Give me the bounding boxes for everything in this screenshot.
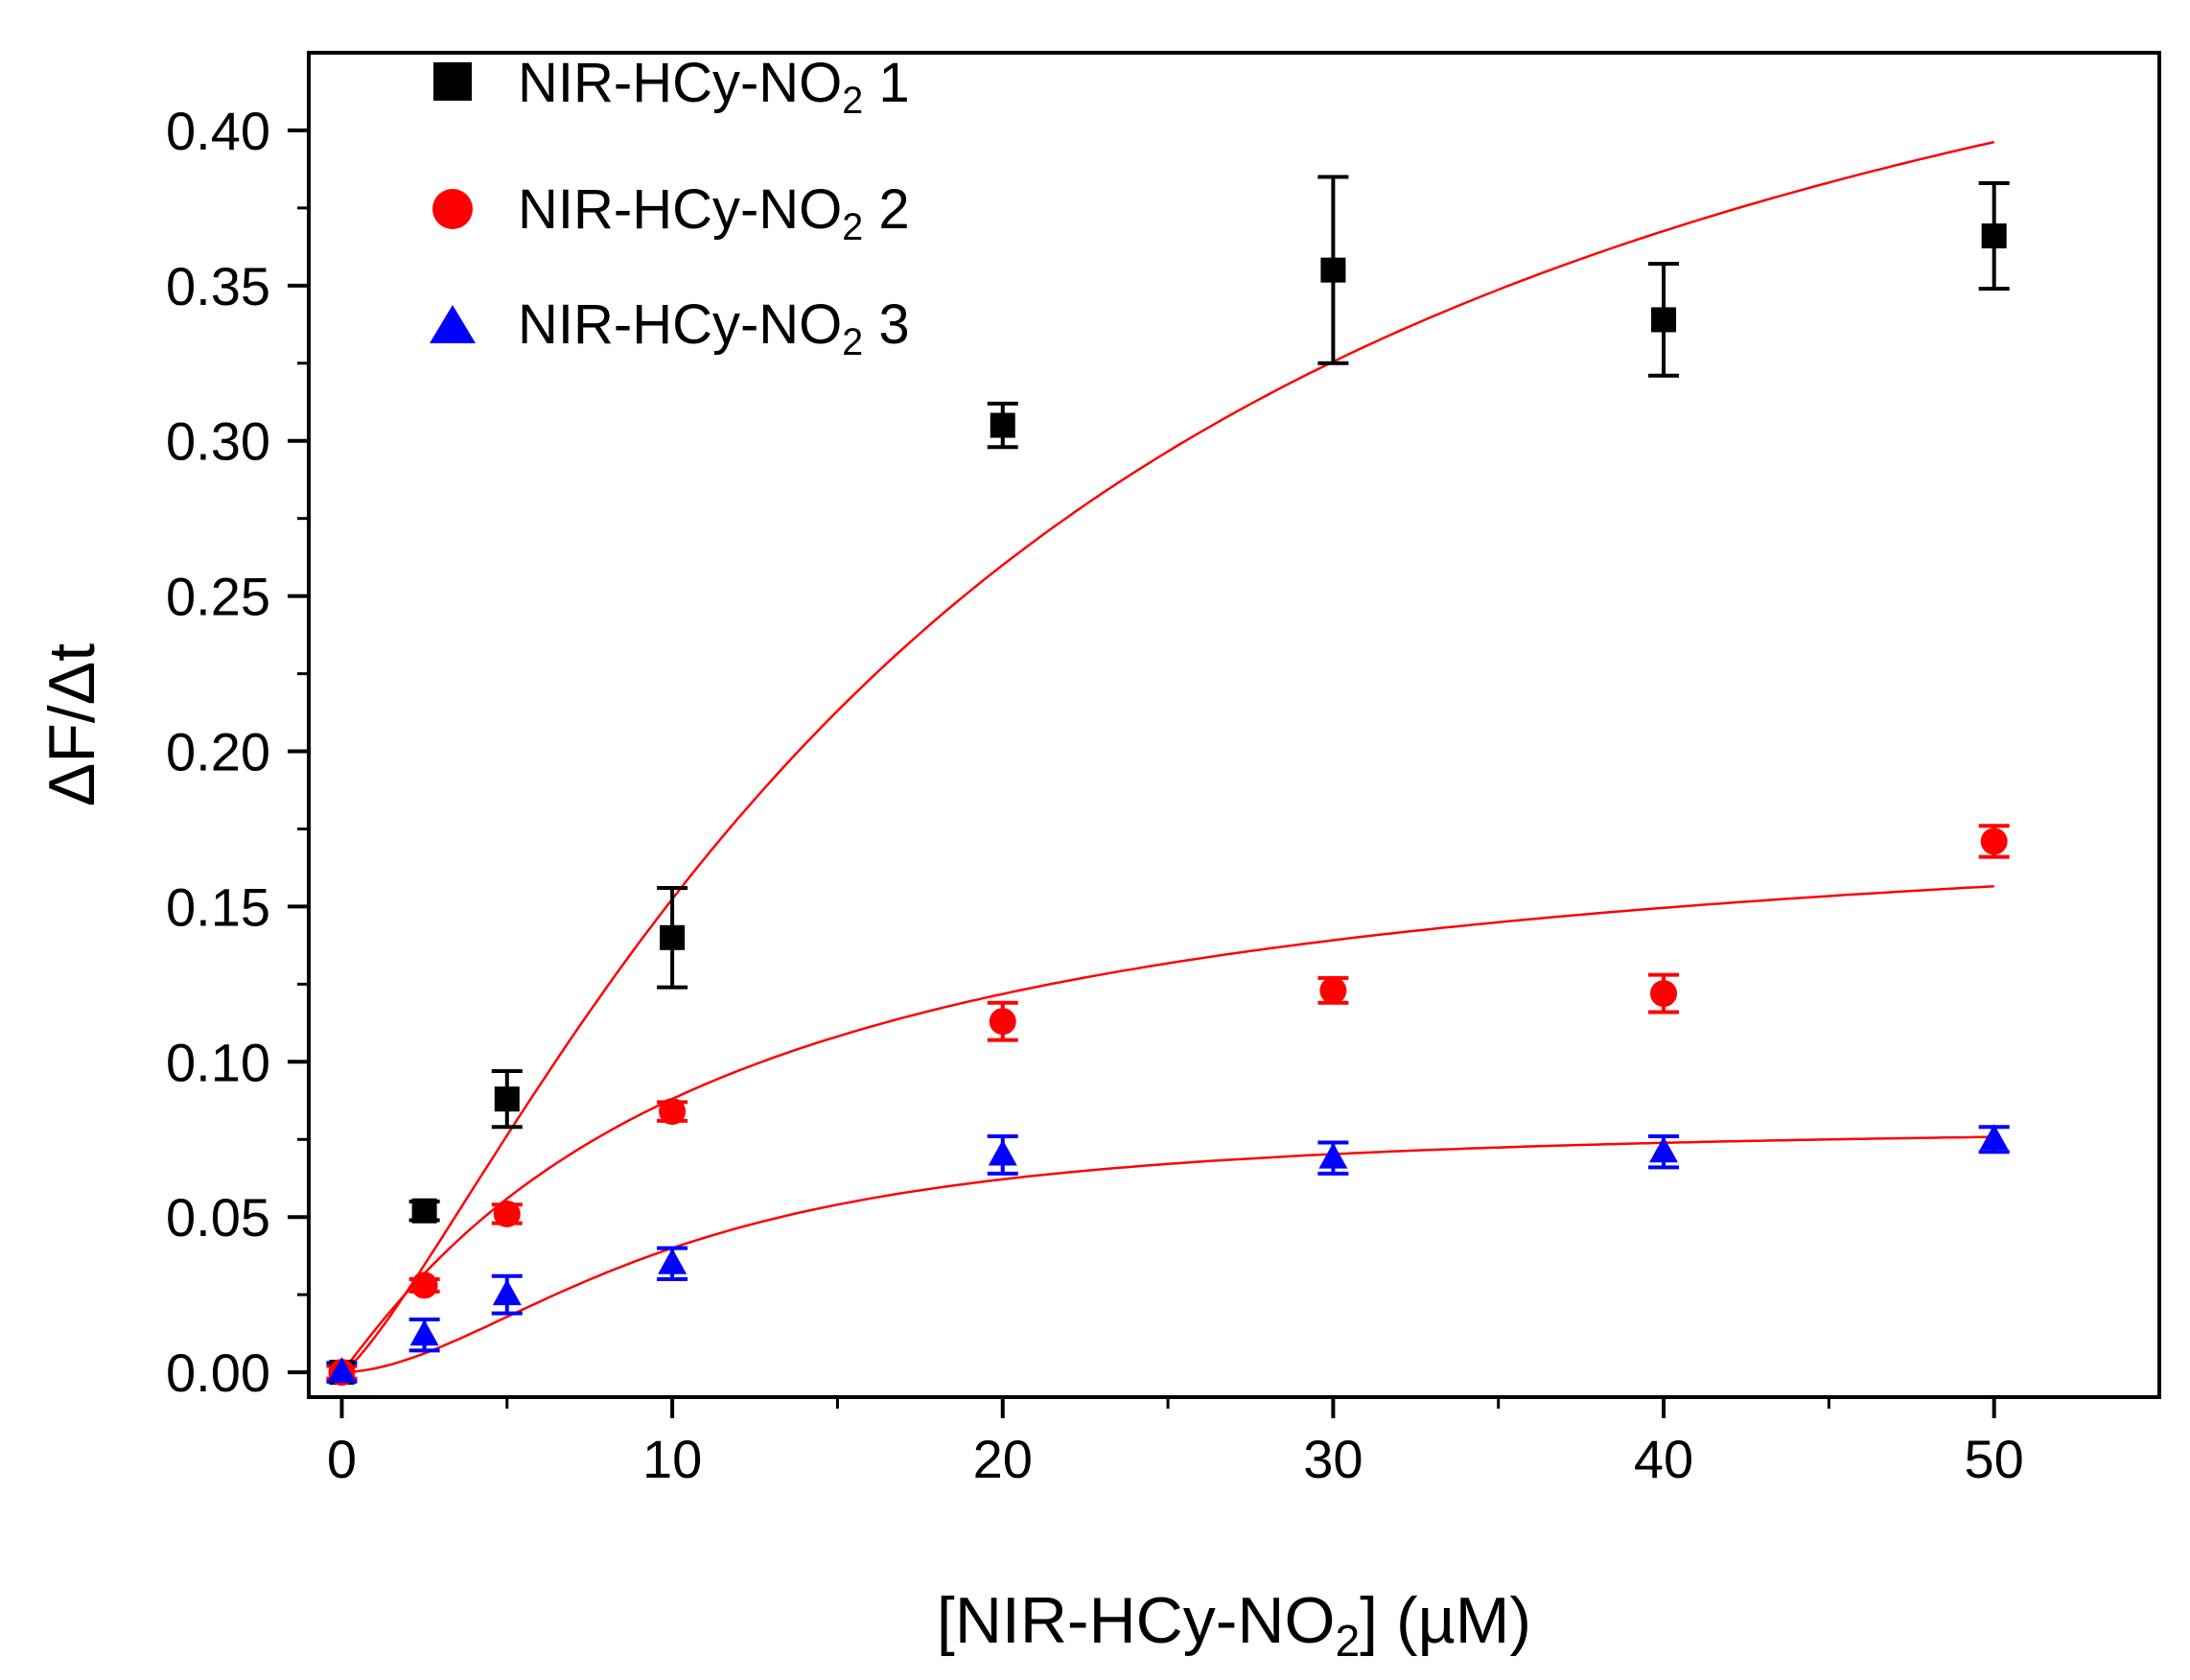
x-axis-title: [NIR-HCy-NO2] (µM) [937,1584,1531,1666]
legend-label-3: NIR-HCy-NO2 3 [518,293,910,363]
data-point-s2 [410,1272,438,1299]
data-point-s3 [658,1248,687,1274]
data-point-s2 [1319,976,1347,1004]
y-tick-label: 0.15 [166,876,270,937]
data-point-s3 [1649,1136,1679,1163]
data-point-s1 [990,412,1015,438]
data-point-s3 [327,1357,357,1384]
y-tick-label: 0.40 [166,101,270,161]
x-tick-label: 10 [642,1429,702,1489]
data-point-s3 [1979,1124,2009,1151]
y-tick-label: 0.30 [166,411,270,472]
data-point-s2 [1650,980,1678,1008]
data-point-s3 [492,1279,522,1306]
data-point-s1 [494,1086,520,1112]
y-tick-label: 0.25 [166,567,270,627]
data-point-s3 [988,1139,1017,1166]
y-tick-label: 0.05 [166,1187,270,1248]
data-point-s2 [989,1008,1016,1036]
legend: NIR-HCy-NO2 1 NIR-HCy-NO2 2 NIR-HCy-NO2 … [430,52,910,363]
data-point-s1 [1981,223,2007,249]
y-tick-label: 0.00 [166,1342,270,1403]
legend-marker-2 [432,189,473,229]
y-tick-label: 0.10 [166,1032,270,1092]
y-tick-label: 0.35 [166,256,270,316]
fit-curve-3 [341,1135,1994,1374]
x-tick-label: 50 [1965,1429,2024,1489]
x-tick-label: 40 [1634,1429,1693,1489]
x-tick-label: 20 [973,1429,1033,1489]
data-point-s2 [493,1200,521,1227]
data-point-s1 [1651,307,1677,333]
y-tick-label: 0.20 [166,722,270,782]
x-tick-label: 30 [1303,1429,1363,1489]
data-point-s1 [411,1198,437,1224]
plot-frame [307,51,2161,1399]
legend-label-1: NIR-HCy-NO2 1 [518,52,910,122]
data-point-s3 [1318,1142,1348,1169]
legend-marker-3 [430,305,476,343]
x-tick-label: 0 [327,1429,357,1489]
legend-marker-1 [433,62,472,101]
y-axis-title: ΔF/Δt [35,643,108,806]
fit-curve-2 [340,884,1994,1373]
data-point-s3 [409,1319,439,1346]
data-point-s2 [1980,828,2008,855]
legend-label-2: NIR-HCy-NO2 2 [518,178,910,248]
data-point-s1 [1320,257,1346,283]
fit-curve-1 [340,140,1994,1374]
data-point-s2 [659,1098,687,1126]
data-point-s1 [660,924,686,950]
